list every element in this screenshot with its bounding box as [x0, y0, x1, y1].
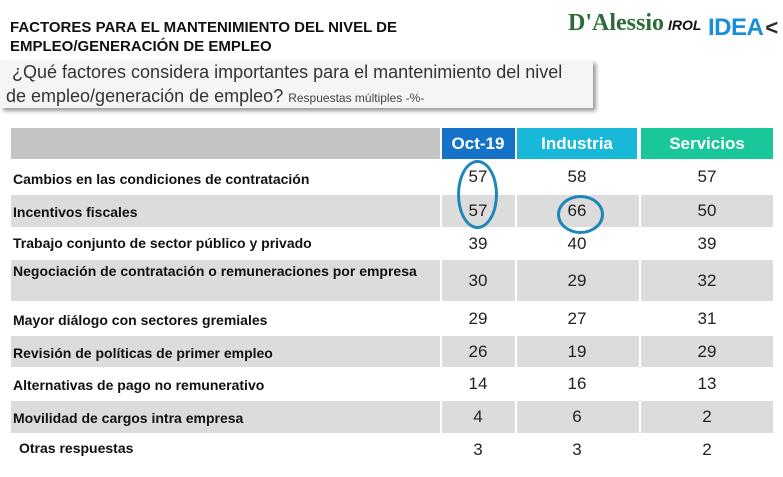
- table-cell-industria: 19: [567, 341, 587, 361]
- table-row-background: [11, 260, 773, 301]
- table-cell-servicios: 31: [697, 308, 717, 328]
- column-header-servicios: Servicios: [641, 128, 773, 159]
- row-label: Alternativas de pago no remunerativo: [13, 377, 265, 393]
- highlight-circle: [557, 195, 604, 234]
- row-label: Revisión de políticas de primer empleo: [13, 345, 273, 361]
- highlight-circle: [457, 160, 498, 229]
- table-cell-industria: 16: [567, 374, 587, 393]
- table-cell-industria: 29: [567, 270, 587, 290]
- table-cell-servicios: 29: [697, 341, 717, 361]
- row-label: Trabajo conjunto de sector público y pri…: [13, 235, 312, 251]
- table-cell-industria: 6: [572, 407, 582, 426]
- table-cell-servicios: 57: [697, 167, 717, 186]
- row-label: Otras respuestas: [19, 440, 134, 456]
- irol-logo-text: IROL: [668, 17, 702, 33]
- table-cell-oct-19: 3: [473, 440, 483, 459]
- table-cell-oct-19: 30: [468, 270, 488, 290]
- table-cell-servicios: 39: [697, 233, 717, 253]
- table-cell-industria: 58: [567, 167, 587, 186]
- question-line-2: de empleo/generación de empleo?: [6, 86, 284, 106]
- idea-logo-text: IDEA: [708, 14, 764, 41]
- table-cell-servicios: 50: [697, 201, 717, 220]
- table-cell-oct-19: 39: [468, 233, 488, 253]
- idea-logo: IDEA<: [708, 14, 778, 42]
- question-line-1: ¿Qué factores considera importantes para…: [12, 62, 563, 82]
- dalessio-logo-text: D'Alessio: [568, 10, 664, 36]
- table-header-blank: [11, 128, 440, 159]
- question-box: ¿Qué factores considera importantes para…: [0, 60, 593, 108]
- table-cell-servicios: 13: [697, 374, 717, 393]
- table-cell-industria: 27: [567, 308, 587, 328]
- table-cell-servicios: 2: [702, 407, 712, 426]
- table-cell-oct-19: 29: [468, 308, 488, 328]
- table-cell-industria: 40: [567, 233, 587, 253]
- row-label: Incentivos fiscales: [13, 204, 138, 220]
- table-row-background: [11, 195, 773, 227]
- row-label: Movilidad de cargos intra empresa: [13, 410, 244, 426]
- page-title: FACTORES PARA EL MANTENIMIENTO DEL NIVEL…: [10, 19, 397, 55]
- column-header-industria: Industria: [517, 128, 637, 159]
- table-cell-servicios: 32: [697, 270, 717, 290]
- column-separator: [515, 128, 517, 466]
- row-label: Negociación de contratación o remuneraci…: [13, 263, 417, 279]
- table-cell-oct-19: 26: [468, 341, 488, 361]
- question-note: Respuestas múltiples -%-: [288, 91, 425, 105]
- row-label: Cambios en las condiciones de contrataci…: [13, 171, 310, 187]
- table-cell-servicios: 2: [702, 440, 712, 459]
- column-separator: [440, 128, 442, 466]
- table-cell-industria: 3: [572, 440, 582, 459]
- column-separator: [639, 128, 641, 466]
- row-label: Mayor diálogo con sectores gremiales: [13, 312, 268, 328]
- table-cell-oct-19: 4: [473, 407, 483, 426]
- dalessio-logo: D'Alessio IROL: [568, 10, 701, 37]
- table-row-background: [11, 401, 773, 433]
- table-cell-oct-19: 14: [468, 374, 488, 393]
- idea-chevron-icon: <: [765, 15, 778, 40]
- column-header-oct-19: Oct-19: [441, 128, 515, 159]
- table-row-background: [11, 336, 773, 367]
